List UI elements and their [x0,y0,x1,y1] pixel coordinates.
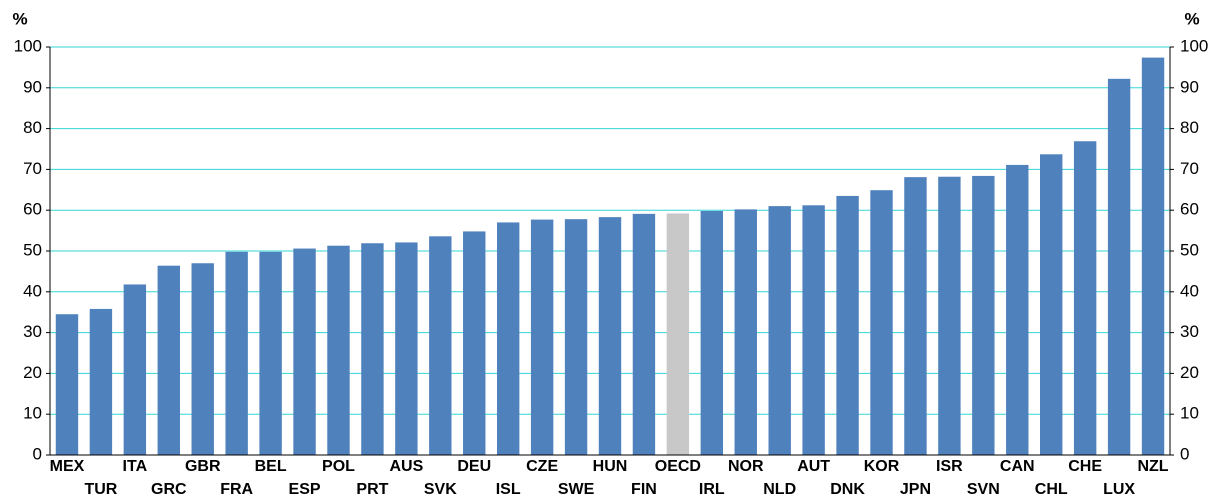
x-tick-label: AUS [389,458,423,475]
y2-tick-label: 30 [1180,322,1199,341]
bar [191,263,214,455]
bar [496,222,520,455]
x-tick-label: NZL [1137,458,1168,475]
y-tick-label: 30 [23,322,42,341]
bar [598,217,622,455]
bar [225,251,248,455]
x-tick-label: JPN [900,481,931,497]
x-tick-label: TUR [84,481,117,497]
y-tick-label: 60 [23,200,42,219]
y2-tick-label: 10 [1180,404,1199,423]
y-tick-label: 10 [23,404,42,423]
bar [632,213,656,455]
x-tick-label: ISR [936,458,963,475]
bar [123,284,147,455]
bar [429,236,452,455]
y2-tick-label: 50 [1180,240,1199,259]
bar [938,176,961,455]
x-tick-label: ITA [123,458,148,475]
bar [1073,141,1097,456]
x-tick-label: FIN [631,481,657,497]
x-tick-label: MEX [50,458,85,475]
y2-tick-label: 80 [1180,118,1199,137]
y-tick-label: 20 [23,363,42,382]
y2-tick-label: 40 [1180,281,1199,300]
x-tick-label: GRC [151,481,187,497]
bar [157,265,180,455]
y-tick-label: 0 [33,444,42,463]
y-tick-label: 100 [14,36,42,55]
y2-tick-label: 90 [1180,77,1199,96]
x-tick-label: CHE [1068,458,1102,475]
y2-tick-label: 20 [1180,363,1199,382]
x-tick-label: PRT [356,481,388,497]
bar [1107,78,1131,455]
bar [768,206,791,455]
bar [1141,57,1165,455]
bar [1040,154,1063,455]
x-tick-label: DNK [830,481,865,497]
bar [564,219,588,455]
x-tick-label: DEU [457,458,491,475]
bar [395,242,418,455]
y-tick-label: 50 [23,240,42,259]
bar [1006,164,1029,456]
bar [327,245,350,455]
x-tick-label: ISL [496,481,521,497]
x-tick-label: IRL [699,481,725,497]
x-tick-label: GBR [185,458,221,475]
bar [802,205,825,455]
bar [904,177,927,456]
x-tick-label: OECD [655,458,701,475]
y-tick-label: 80 [23,118,42,137]
x-tick-label: NLD [763,481,796,497]
x-tick-label: NOR [728,458,764,475]
bar [89,308,113,455]
x-tick-label: POL [322,458,355,475]
bar [870,190,893,455]
x-tick-label: KOR [864,458,900,475]
y2-tick-label: 70 [1180,159,1199,178]
x-tick-label: BEL [255,458,287,475]
bar [530,219,554,455]
x-tick-label: HUN [593,458,628,475]
bar [734,209,757,455]
x-tick-label: CZE [526,458,558,475]
y-tick-label: 90 [23,77,42,96]
x-tick-label: SWE [558,481,595,497]
y-tick-label: 70 [23,159,42,178]
x-tick-label: AUT [797,458,830,475]
bar [463,231,486,455]
y-tick-label: 40 [23,281,42,300]
y2-tick-label: 100 [1180,36,1208,55]
bar [259,251,282,455]
bar [361,243,384,455]
x-tick-label: SVK [424,481,457,497]
y2-axis-label: % [1184,9,1199,28]
bar [700,211,724,455]
bar [55,314,79,455]
x-tick-label: FRA [220,481,253,497]
bar [666,213,690,455]
x-tick-label: CHL [1035,481,1068,497]
bar [972,175,995,456]
y-axis-label: % [12,9,27,28]
x-tick-label: CAN [1000,458,1035,475]
y2-tick-label: 60 [1180,200,1199,219]
bar [293,248,316,455]
y2-tick-label: 0 [1180,444,1189,463]
x-tick-label: LUX [1103,481,1135,497]
bar [836,195,859,456]
x-tick-label: ESP [289,481,321,497]
x-tick-label: SVN [967,481,1000,497]
